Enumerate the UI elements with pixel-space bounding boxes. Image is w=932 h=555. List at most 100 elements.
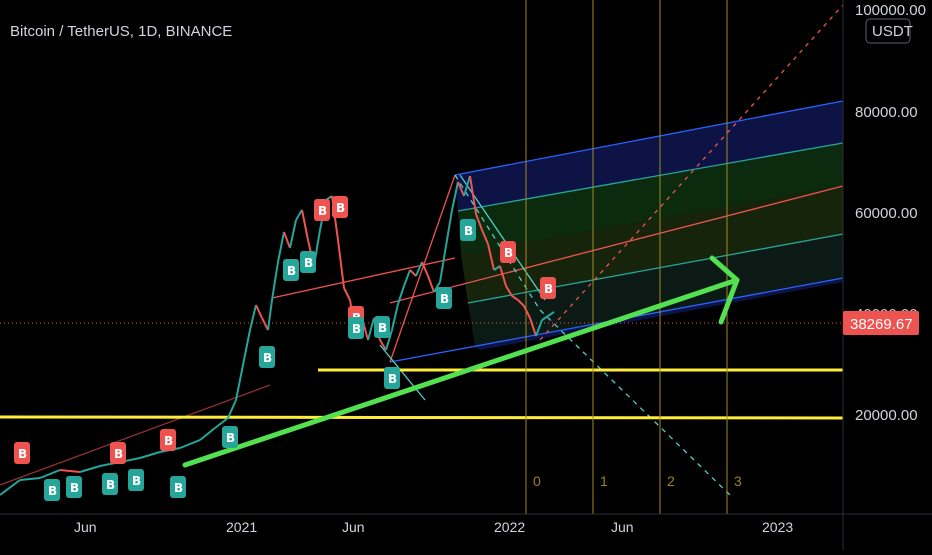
price-segment (487, 243, 495, 271)
price-segment (267, 299, 273, 331)
x-axis[interactable]: Jun 2021 Jun 2022 Jun 2023 (74, 519, 793, 535)
price-segment (541, 315, 549, 321)
price-segment (0, 479, 21, 496)
price-segment (463, 175, 471, 197)
price-segment (523, 305, 531, 319)
price-segment (445, 209, 453, 247)
price-segment (499, 265, 507, 287)
y-tick-100000: 100000.00 (855, 2, 926, 19)
price-segment (379, 339, 387, 351)
y-axis[interactable]: 100000.00 80000.00 60000.00 40000.00 200… (855, 2, 926, 424)
price-segment (433, 281, 441, 293)
price-segment (255, 304, 263, 319)
price-segment (79, 465, 101, 473)
price-segment (243, 329, 251, 361)
signal-label: B (352, 322, 361, 336)
price-segment (493, 265, 501, 271)
price-segment (261, 317, 269, 331)
price-segment (271, 261, 279, 301)
signal-label: B (318, 204, 327, 218)
price-segment (295, 209, 303, 221)
buy-signal-flag: B (44, 479, 60, 501)
price-segment (289, 219, 297, 249)
x-tick-2021: 2021 (226, 519, 257, 535)
buy-signal-flag: B (300, 251, 316, 273)
signal-label: B (378, 321, 387, 335)
price-segment (179, 439, 201, 449)
price-segment (391, 303, 399, 331)
y-tick-20000: 20000.00 (855, 407, 918, 424)
signal-label: B (504, 246, 513, 260)
y-tick-60000: 60000.00 (855, 205, 918, 222)
buy-signal-flag: B (384, 367, 400, 389)
price-segment (439, 245, 447, 283)
price-segment (367, 317, 375, 341)
x-tick-2023: 2023 (762, 519, 793, 535)
buy-signal-flag: B (259, 346, 275, 368)
signal-label: B (114, 447, 123, 461)
price-segment (481, 229, 489, 245)
signal-label: B (18, 447, 27, 461)
fib-label-3: 3 (734, 473, 742, 489)
price-segment (19, 477, 41, 481)
price-segment (214, 417, 229, 429)
price-segment (249, 304, 257, 331)
signal-label: B (132, 474, 141, 488)
x-tick-jun-2022: Jun (611, 519, 634, 535)
buy-signal-flag: B (374, 316, 390, 338)
price-segment (421, 261, 429, 277)
price-segment (517, 299, 525, 307)
sell-signal-flag: B (332, 196, 348, 218)
sell-signal-flag: B (160, 429, 176, 451)
fib-time-zones (525, 0, 728, 514)
price-segment (415, 261, 423, 277)
price-segment (451, 181, 459, 211)
price-pane[interactable] (0, 0, 843, 514)
support-lines (0, 368, 844, 420)
x-tick-2022: 2022 (494, 519, 525, 535)
buy-signal-flag: B (436, 287, 452, 309)
buy-signal-flag: B (283, 259, 299, 281)
buy-signal-flag: B (222, 426, 238, 448)
price-segment (343, 287, 351, 301)
price-segment (547, 311, 555, 317)
buy-signal-flag: B (128, 469, 144, 491)
sell-signal-flag: B (540, 277, 556, 299)
price-segment (227, 399, 237, 419)
y-tick-80000: 80000.00 (855, 104, 918, 121)
sell-signal-flag: B (500, 241, 516, 263)
price-segment (235, 359, 245, 401)
signal-label: B (106, 478, 115, 492)
currency-button[interactable]: USDT (865, 18, 913, 44)
price-segment (511, 295, 519, 301)
last-price-value: 38269.67 (850, 316, 913, 333)
buy-signal-flag: B (66, 476, 82, 498)
signal-label: B (226, 431, 235, 445)
signal-label: B (174, 481, 183, 495)
price-segment (505, 285, 513, 297)
signal-label: B (263, 351, 272, 365)
chart-title: Bitcoin / TetherUS, 1D, BINANCE (10, 23, 232, 40)
buy-signal-flag: B (170, 476, 186, 498)
sell-signal-flag: B (314, 199, 330, 221)
price-segment (277, 231, 285, 263)
buy-signal-flag: B (102, 473, 118, 495)
price-segment (403, 269, 411, 287)
x-tick-jun-2020: Jun (74, 519, 97, 535)
price-segment (457, 181, 465, 197)
price-segment (39, 469, 61, 479)
price-segment (427, 275, 435, 293)
price-segment (139, 451, 161, 459)
signal-label: B (287, 264, 296, 278)
signal-label: B (164, 434, 173, 448)
currency-label: USDT (872, 23, 913, 40)
buy-signal-flag: B (348, 317, 364, 339)
sell-signal-flag: B (110, 442, 126, 464)
price-segment (529, 317, 537, 337)
price-segment (59, 469, 81, 473)
fib-label-2: 2 (667, 473, 675, 489)
signal-label: B (70, 481, 79, 495)
fib-label-1: 1 (600, 473, 608, 489)
